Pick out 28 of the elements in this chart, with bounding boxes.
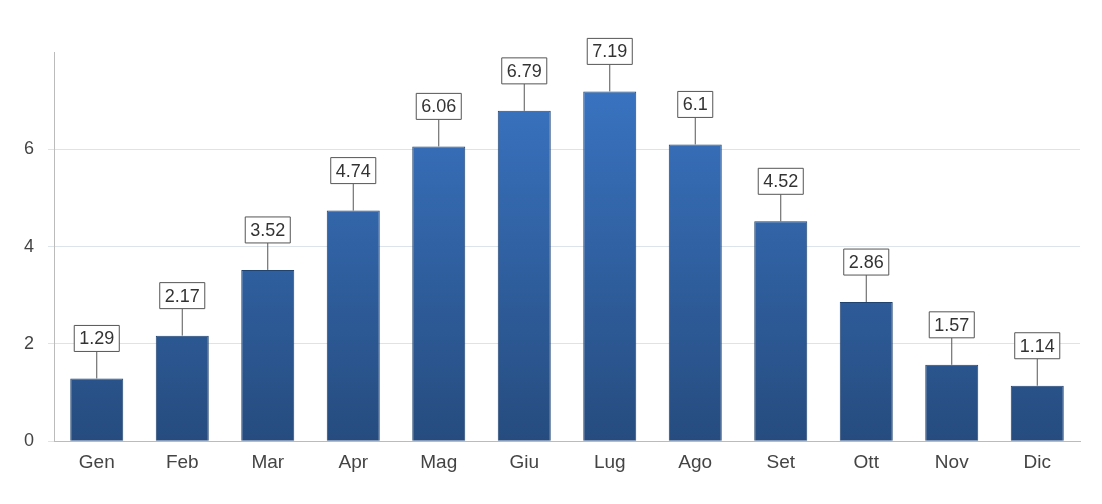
y-tick-label: 6 xyxy=(24,138,35,159)
x-tick-label: Set xyxy=(766,450,796,472)
x-tick-label: Ago xyxy=(678,450,713,472)
data-label: 6.79 xyxy=(506,60,542,81)
x-tick-label: Dic xyxy=(1023,450,1051,472)
data-label: 6.06 xyxy=(421,96,457,117)
data-label: 4.74 xyxy=(335,160,371,181)
data-label: 1.14 xyxy=(1019,335,1055,356)
data-label: 6.1 xyxy=(682,94,708,115)
data-label: 3.52 xyxy=(250,219,286,240)
x-tick-label: Mar xyxy=(251,450,285,472)
x-tick-label: Lug xyxy=(593,450,626,472)
x-tick-label: Nov xyxy=(934,450,970,472)
x-tick-label: Ott xyxy=(853,450,880,472)
y-tick-label: 2 xyxy=(24,332,35,353)
x-tick-label: Gen xyxy=(78,450,115,472)
data-label: 7.19 xyxy=(592,41,628,62)
x-tick-label: Feb xyxy=(165,450,199,472)
data-label: 1.29 xyxy=(79,328,115,349)
data-label: 1.57 xyxy=(934,314,970,335)
x-tick-label: Giu xyxy=(509,450,540,472)
data-label: 4.52 xyxy=(763,171,799,192)
x-tick-label: Apr xyxy=(338,450,369,472)
y-tick-label: 4 xyxy=(24,235,35,256)
data-label: 2.86 xyxy=(848,252,884,273)
y-tick-label: 0 xyxy=(24,430,35,451)
x-tick-label: Mag xyxy=(420,450,458,472)
data-label: 2.17 xyxy=(164,285,200,306)
